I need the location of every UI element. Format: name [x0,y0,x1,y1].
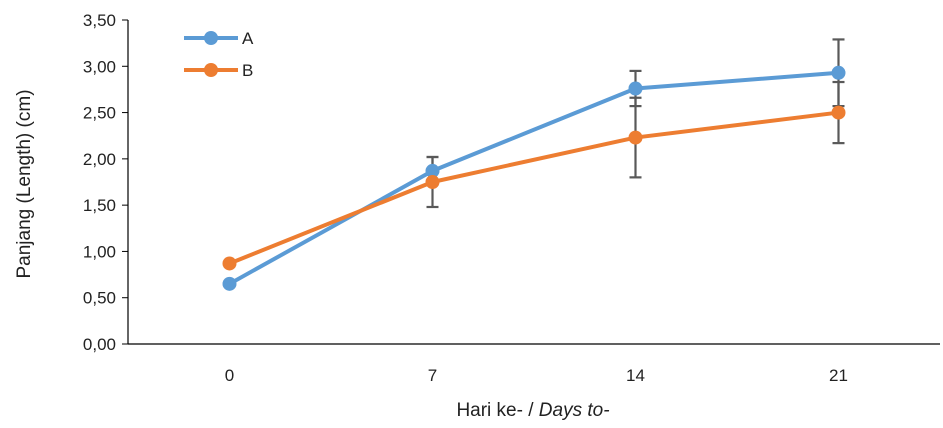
data-point-B [628,130,643,145]
x-tick-label: 0 [225,366,234,385]
x-tick-label: 14 [626,366,645,385]
data-point-A [222,276,237,291]
data-point-B [222,256,237,271]
data-point-A [425,163,440,178]
y-tick-label: 2,50 [83,104,116,123]
legend-marker-A [204,31,218,45]
data-point-A [628,81,643,96]
y-tick-label: 1,00 [83,242,116,261]
series-lines [228,70,839,286]
x-axis-label-italic: Days to- [539,400,610,421]
y-tick-label: 0,00 [83,335,116,354]
y-tick-label: 3,50 [83,11,116,30]
y-axis-ticks: 0,00 0,50 1,00 1,50 2,00 2,50 3,00 3,50 [83,11,128,354]
legend: AB [184,29,254,80]
y-tick-label: 1,50 [83,196,116,215]
legend-marker-B [204,63,218,77]
x-axis-label-main: Hari ke- / [456,400,538,421]
data-point-A [831,65,846,80]
data-point-B [425,175,440,189]
y-tick-label: 3,00 [83,57,116,76]
legend-label-A: A [242,29,254,48]
axes [127,20,940,345]
x-axis-ticks: 0 7 14 21 [225,366,848,385]
y-tick-label: 0,50 [83,289,116,308]
x-tick-label: 7 [428,366,437,385]
y-tick-label: 2,00 [83,150,116,169]
y-axis-label: Panjang (Length) (cm) [14,89,35,278]
series-line-B [228,110,839,266]
x-tick-label: 21 [829,366,848,385]
error-bars [426,38,845,209]
x-axis-label: Hari ke- / Days to- [456,400,609,421]
series-line-A [228,70,839,286]
data-point-B [831,105,846,120]
series-points [222,65,846,291]
legend-label-B: B [242,61,253,80]
